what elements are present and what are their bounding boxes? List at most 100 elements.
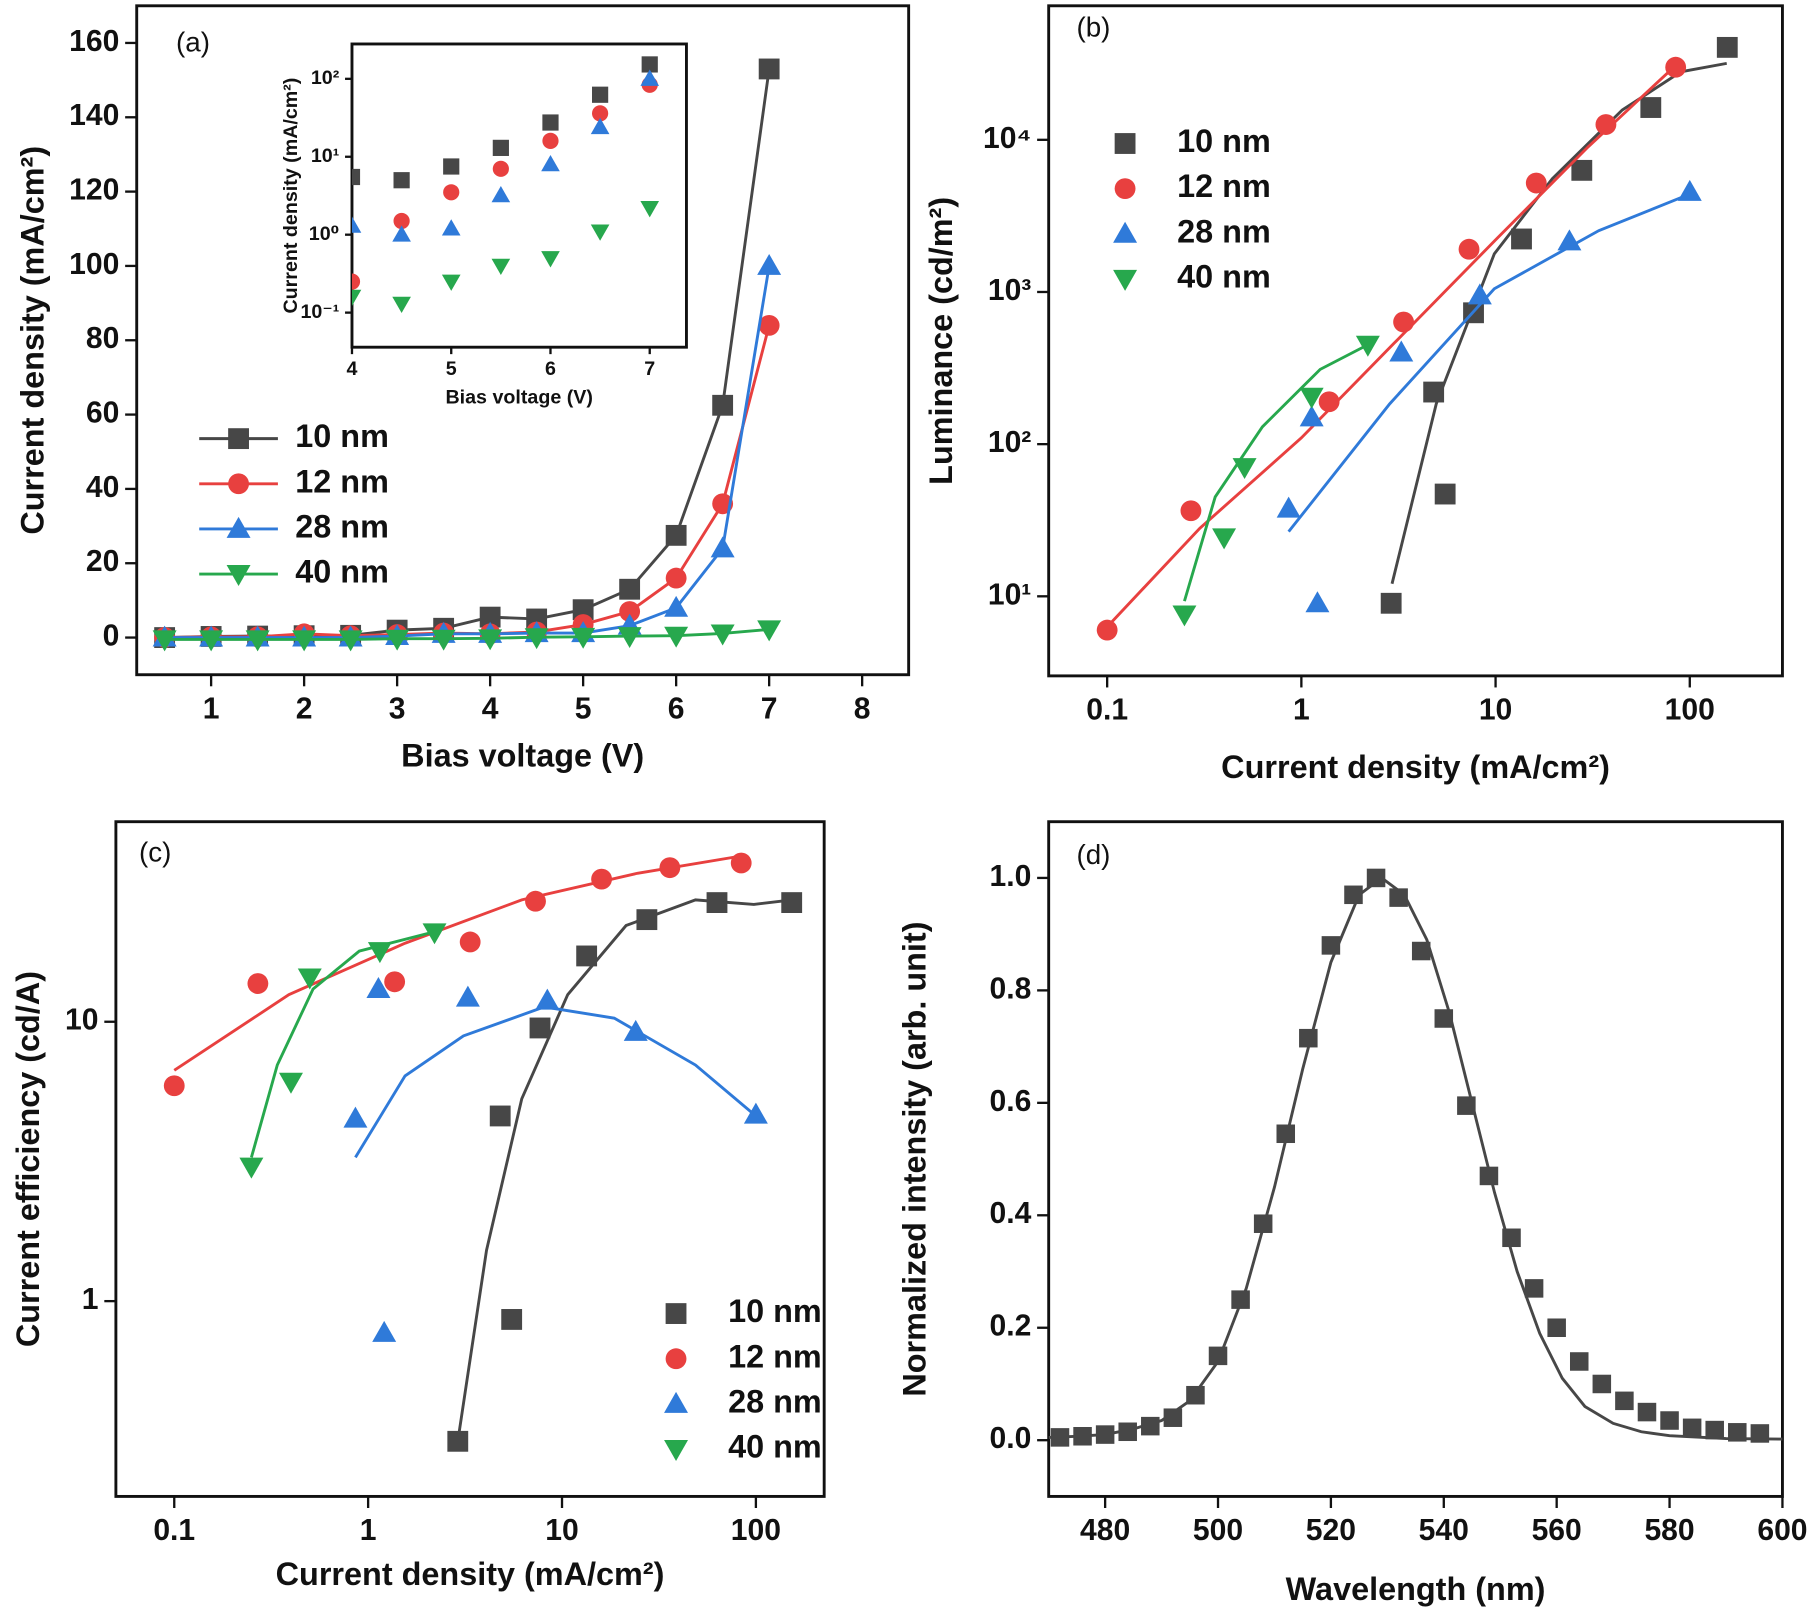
marker [1050, 1428, 1070, 1447]
marker [1423, 381, 1445, 403]
marker [1467, 283, 1492, 305]
marker [1525, 172, 1547, 194]
plot-frame [135, 4, 911, 677]
marker [372, 1320, 397, 1342]
x-tick-label: 2 [296, 692, 313, 725]
marker [489, 1105, 511, 1127]
marker [447, 1430, 469, 1452]
x-tick-label: 540 [1419, 1514, 1469, 1547]
data-layer [351, 56, 660, 314]
marker [393, 172, 410, 189]
x-tick-label: 7 [761, 692, 778, 725]
marker [292, 630, 317, 652]
fit-curve [1183, 343, 1369, 602]
x-tick-label: 5 [446, 358, 457, 380]
marker [1434, 1009, 1454, 1028]
marker [431, 629, 456, 651]
marker [1728, 1423, 1747, 1442]
marker [640, 201, 660, 218]
y-tick-label: 10⁻¹ [300, 301, 339, 323]
x-tick-label: 580 [1644, 1514, 1694, 1547]
marker [367, 942, 392, 964]
marker [542, 114, 559, 131]
marker [757, 253, 782, 275]
legend-marker [1114, 178, 1136, 200]
marker [297, 968, 322, 990]
marker [491, 258, 511, 276]
marker [590, 224, 610, 241]
marker [535, 988, 560, 1010]
marker [730, 852, 752, 874]
marker [1750, 1424, 1770, 1443]
marker [1096, 619, 1118, 641]
x-tick-label: 480 [1080, 1514, 1130, 1547]
y-tick-label: 10⁰ [309, 223, 339, 245]
marker [343, 1106, 368, 1128]
panel: 0.1 1 10 100 10¹ 10² 10³ 10⁴ Current density (mA… [923, 4, 1784, 785]
y-tick-label: 10² [311, 67, 340, 89]
marker [1571, 159, 1593, 181]
x-tick-label: 100 [1665, 693, 1715, 726]
x-tick-label: 100 [731, 1514, 781, 1547]
marker [422, 923, 447, 945]
marker [1547, 1318, 1566, 1338]
marker [743, 1102, 768, 1124]
marker [1716, 36, 1738, 58]
marker [1640, 97, 1662, 118]
marker [1569, 1352, 1589, 1371]
data-layer [1096, 36, 1738, 641]
marker [1253, 1214, 1273, 1233]
fit-curve [1390, 61, 1727, 585]
data-layer [1048, 868, 1783, 1447]
legend-label: 40 nm [728, 1429, 822, 1465]
x-tick-label: 500 [1193, 1514, 1243, 1547]
x-tick-label: 7 [644, 358, 655, 380]
legend-marker [228, 473, 249, 495]
marker [1180, 500, 1202, 522]
marker [1592, 1374, 1612, 1394]
marker [441, 274, 461, 291]
marker [1682, 1418, 1702, 1438]
marker [459, 931, 481, 953]
legend-marker [1113, 269, 1138, 291]
marker [1321, 936, 1341, 955]
marker [1305, 591, 1330, 613]
panel: 480 500 520 540 560 580 600 0.0 0.2 0.4 0.6 0.8 1.0 W… [896, 820, 1808, 1607]
legend-label: 12 nm [295, 463, 389, 499]
y-tick-label: 10 [65, 1004, 98, 1037]
marker [1665, 56, 1687, 78]
y-tick-label: 100 [69, 248, 119, 281]
marker [479, 606, 501, 628]
marker [664, 626, 689, 648]
fit-curve [354, 1005, 757, 1159]
marker [1172, 605, 1197, 627]
x-tick-label: 8 [854, 692, 871, 725]
marker [1595, 114, 1617, 135]
legend-label: 10 nm [295, 418, 389, 454]
marker [592, 86, 609, 103]
x-tick-label: 1 [1293, 693, 1310, 726]
panel-label: (a) [176, 26, 210, 57]
x-tick-label: 3 [389, 692, 406, 725]
legend-label: 28 nm [728, 1383, 822, 1419]
marker [591, 868, 613, 890]
plot-frame [350, 42, 688, 349]
y-tick-label: 10² [988, 426, 1031, 459]
x-tick-label: 6 [545, 358, 556, 380]
plot-frame [1047, 4, 1784, 678]
x-tick-label: 520 [1306, 1514, 1356, 1547]
marker [592, 105, 609, 122]
x-tick-label: 600 [1757, 1514, 1807, 1547]
marker [239, 1157, 264, 1179]
x-tick-label: 6 [668, 692, 685, 725]
marker [1677, 179, 1702, 201]
y-tick-label: 20 [86, 545, 119, 578]
legend-label: 12 nm [728, 1338, 822, 1374]
marker [1458, 238, 1480, 260]
data-layer [163, 852, 803, 1452]
legend-label: 40 nm [295, 554, 389, 590]
marker [491, 186, 511, 203]
marker [1660, 1411, 1679, 1430]
